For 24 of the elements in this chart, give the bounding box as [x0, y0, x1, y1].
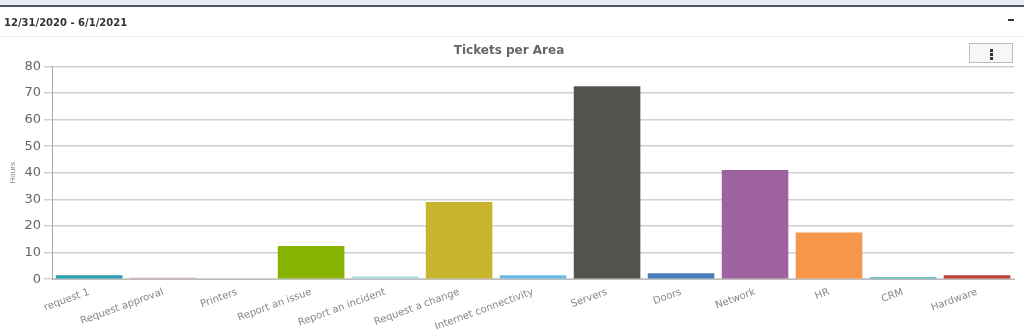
chart-title: Tickets per Area	[453, 43, 565, 58]
x-tick-label: CRM	[879, 285, 905, 304]
bar	[647, 273, 715, 279]
y-tick-label: 50	[24, 137, 42, 153]
chart-subtitle: 12/31/2020 - 6/1/2021	[4, 17, 128, 28]
y-tick-label: 60	[24, 110, 42, 126]
y-tick-label: 40	[24, 164, 42, 180]
y-tick-label: 10	[24, 243, 42, 259]
y-tick-label: 20	[24, 217, 42, 233]
bar	[277, 245, 345, 279]
bar	[499, 275, 567, 279]
bar	[55, 275, 123, 279]
y-tick-label: 0	[32, 270, 42, 286]
bar	[573, 86, 641, 279]
bar	[795, 232, 863, 279]
y-axis-title: Hours	[8, 162, 17, 184]
bar	[943, 275, 1011, 279]
y-tick-label: 70	[24, 84, 42, 100]
bar	[721, 170, 789, 279]
y-tick-label: 80	[24, 57, 42, 73]
x-tick-label: Doors	[651, 285, 683, 307]
y-tick-label: 30	[24, 190, 42, 206]
x-tick-label: HR	[813, 285, 831, 302]
bar	[425, 202, 493, 279]
